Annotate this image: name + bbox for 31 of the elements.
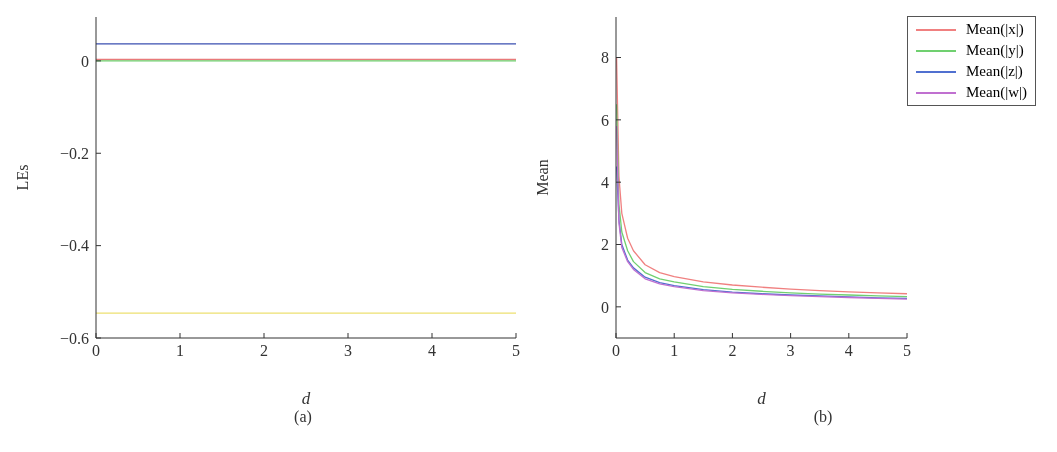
x-tick-label: 3: [786, 342, 795, 360]
x-tick-label: 4: [428, 342, 436, 360]
legend-label: Mean(|z|): [966, 62, 1023, 81]
y-tick-label: 8: [601, 49, 609, 67]
legend-label: Mean(|w|): [966, 83, 1027, 102]
legend-label: Mean(|y|): [966, 41, 1024, 60]
x-tick-label: 5: [903, 342, 912, 360]
y-axis-title: LEs: [13, 164, 31, 191]
x-tick-label: 0: [612, 342, 620, 360]
text: (b): [813, 408, 833, 426]
y-tick-label: −0.4: [59, 237, 89, 255]
y-tick-label: −0.6: [59, 329, 89, 347]
x-tick-label: 5: [512, 342, 520, 360]
y-tick-label: 2: [601, 236, 609, 254]
y-tick-label: 0: [81, 52, 89, 70]
text: (a): [294, 408, 312, 426]
x-tick-label: 0: [92, 342, 100, 360]
y-tick-label: 0: [601, 298, 609, 316]
x-axis-title: d: [757, 389, 767, 408]
x-tick-label: 4: [844, 342, 853, 360]
x-axis-title: d: [301, 389, 311, 408]
x-tick-label: 1: [670, 342, 679, 360]
y-tick-label: 4: [601, 173, 609, 191]
y-tick-label: −0.2: [59, 144, 89, 162]
x-tick-label: 2: [728, 342, 737, 360]
x-tick-label: 2: [260, 342, 268, 360]
y-tick-label: 6: [601, 111, 609, 129]
legend-label: Mean(|x|): [966, 20, 1024, 39]
x-tick-label: 3: [344, 342, 352, 360]
x-tick-label: 1: [176, 342, 184, 360]
y-axis-title: Mean: [533, 159, 551, 196]
